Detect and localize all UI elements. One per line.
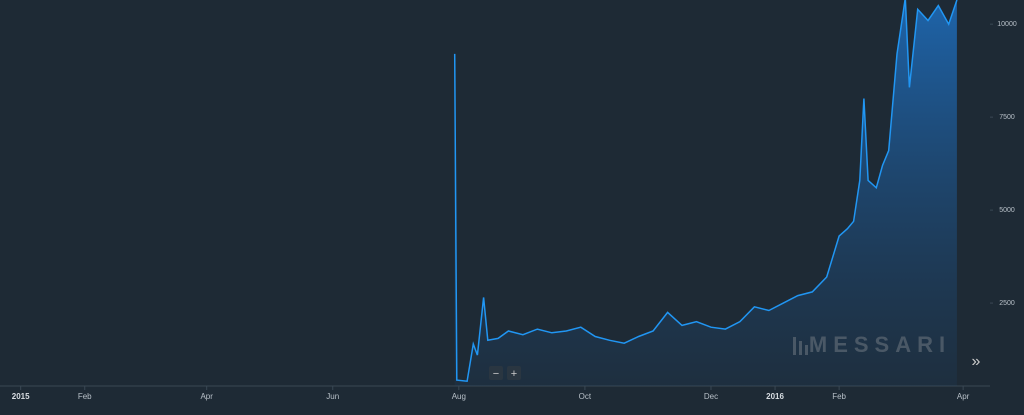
line	[453, 0, 958, 383]
zoom-out-button[interactable]	[489, 366, 503, 380]
logo	[793, 337, 796, 355]
y-tick-label: 5000	[999, 207, 1015, 214]
y-tick-label: 7500	[999, 114, 1015, 121]
expand-button[interactable]: »	[972, 353, 981, 370]
zoom-in-button[interactable]	[507, 366, 521, 380]
x-tick-label: Apr	[200, 392, 213, 401]
x-tick-label: Apr	[957, 392, 970, 401]
x-tick-label: Oct	[579, 392, 592, 401]
x-tick-label: Aug	[452, 392, 466, 401]
logo	[799, 341, 802, 355]
watermark: MESSARI	[809, 332, 951, 357]
zoom-out-label[interactable]: −	[493, 368, 499, 380]
zoom-in-label[interactable]: +	[511, 368, 517, 380]
x-tick-label: Jun	[326, 392, 339, 401]
x-tick-label: 2015	[12, 392, 30, 401]
logo	[805, 345, 808, 355]
x-tick-label: Dec	[704, 392, 718, 401]
x-tick-label: Feb	[78, 392, 92, 401]
y-tick-label: 10000	[997, 21, 1017, 28]
area	[454, 0, 957, 386]
x-tick-label: Feb	[832, 392, 846, 401]
y-tick-label: 2500	[999, 300, 1015, 307]
x-tick-label: 2016	[766, 392, 784, 401]
